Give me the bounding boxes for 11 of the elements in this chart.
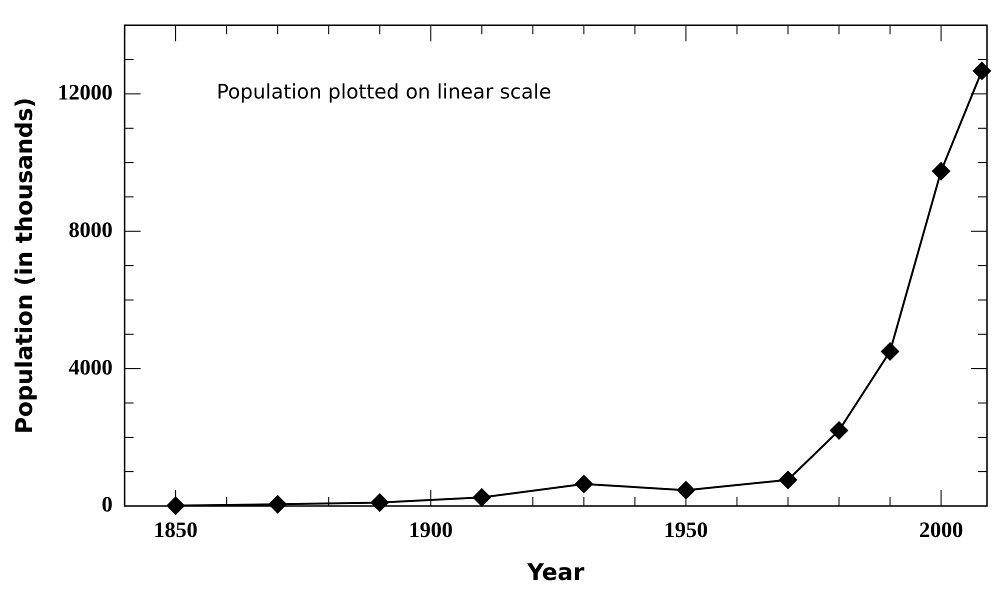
y-tick-label: 12000 [58, 80, 113, 105]
x-tick-label: 1850 [154, 516, 198, 542]
x-axis-title: Year [526, 560, 585, 586]
y-tick-label: 4000 [68, 354, 113, 380]
annotation: Population plotted on linear scale [216, 79, 552, 104]
x-tick-label: 1900 [408, 516, 453, 542]
y-tick-label: 8000 [68, 216, 113, 242]
y-axis-title: Population (in thousands) [12, 97, 38, 434]
x-tick-label: 1950 [664, 516, 708, 542]
y-tick-label: 0 [102, 492, 113, 517]
x-tick-label: 2000 [919, 516, 964, 542]
